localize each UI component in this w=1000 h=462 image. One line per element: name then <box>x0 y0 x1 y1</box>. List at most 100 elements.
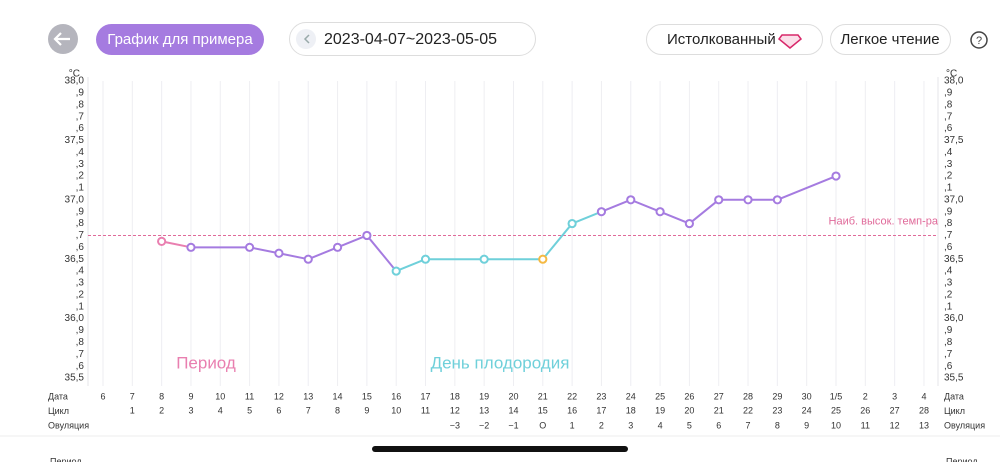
sample-label: График для примера <box>107 31 253 48</box>
cycle-label: 3 <box>188 405 193 415</box>
x-tick-label: 6 <box>100 391 105 401</box>
y-tick-label: ,9 <box>76 325 85 336</box>
row-label: Цикл <box>48 406 69 416</box>
interpreted-label: Истолкованный <box>667 31 776 48</box>
ovulation-label: 4 <box>658 420 663 430</box>
bottom-row-label-right: Период <box>946 456 978 462</box>
ovulation-label: 13 <box>919 420 929 430</box>
y-tick-label: ,4 <box>76 147 85 158</box>
ovulation-label: −2 <box>479 420 489 430</box>
x-tick-label: 27 <box>714 391 724 401</box>
data-point <box>479 254 489 264</box>
line-segment <box>337 234 368 249</box>
data-point <box>596 207 607 217</box>
date-icon-arrow <box>303 34 310 44</box>
y-tick-label: ,9 <box>76 206 85 217</box>
y-tick-label: ,7 <box>76 111 85 122</box>
y-tick-label: ,9 <box>76 88 85 99</box>
cycle-label: 27 <box>890 405 900 415</box>
y-tick-label-right: ,7 <box>944 111 953 122</box>
y-tick-label-right: 35,5 <box>944 373 964 384</box>
y-tick-label-right: ,6 <box>944 242 953 253</box>
y-tick-label: ,1 <box>76 301 85 312</box>
data-point <box>245 242 255 252</box>
cycle-label: 12 <box>450 405 460 415</box>
x-tick-label: 30 <box>802 391 812 401</box>
annotation: День плодородия <box>431 353 570 372</box>
row-label-right: Цикл <box>944 406 965 416</box>
data-point <box>714 195 724 205</box>
ovulation-label: O <box>539 420 546 430</box>
y-tick-label-right: 36,0 <box>944 313 964 324</box>
y-tick-label-right: ,3 <box>944 278 953 289</box>
cycle-label: 20 <box>684 405 694 415</box>
cycle-label: 25 <box>831 405 841 415</box>
line-segment <box>366 234 397 272</box>
cycle-label: 21 <box>714 405 724 415</box>
ovulation-label: 8 <box>775 420 780 430</box>
x-tick-label: 23 <box>596 391 606 401</box>
y-tick-label: ,6 <box>76 123 85 134</box>
y-tick-label: ,4 <box>76 266 85 277</box>
y-tick-label: ,2 <box>76 171 85 182</box>
x-tick-label: 15 <box>362 391 372 401</box>
cycle-label: 28 <box>919 405 929 415</box>
data-point <box>332 242 343 252</box>
back-icon <box>53 32 70 46</box>
cycle-label: 17 <box>596 405 606 415</box>
x-tick-label: 11 <box>245 391 254 401</box>
data-point <box>420 254 431 264</box>
row-label-right: Овуляция <box>944 420 985 430</box>
ovulation-label: 1 <box>570 420 575 430</box>
help-icon[interactable] <box>970 31 988 49</box>
y-tick-label: ,6 <box>76 361 85 372</box>
x-tick-label: 4 <box>921 391 926 401</box>
sample-button[interactable] <box>96 24 264 55</box>
cycle-label: 1 <box>130 405 135 415</box>
line-segment <box>307 246 338 261</box>
data-point <box>567 218 577 229</box>
easy-read-pill[interactable] <box>830 24 951 55</box>
y-tick-label-right: ,6 <box>944 123 953 134</box>
ovulation-label: 12 <box>890 420 900 430</box>
interpreted-pill[interactable] <box>646 24 823 55</box>
data-point <box>831 171 841 181</box>
annotation: Период <box>176 353 236 372</box>
y-tick-label-right: ,8 <box>944 218 953 229</box>
x-tick-label: 21 <box>538 391 548 401</box>
date-pill[interactable] <box>289 22 536 56</box>
row-label-right: Дата <box>944 391 964 401</box>
y-tick-label-right: ,1 <box>944 183 953 194</box>
line-segment <box>395 258 426 273</box>
y-tick-label: 36,5 <box>65 254 85 265</box>
ovulation-label: 11 <box>861 420 870 430</box>
cycle-label: 16 <box>567 405 577 415</box>
cycle-label: 19 <box>655 405 665 415</box>
y-tick-label-right: ,8 <box>944 99 953 110</box>
cycle-label: 18 <box>626 405 636 415</box>
ovulation-label: −3 <box>450 420 460 430</box>
cycle-label: 7 <box>306 405 311 415</box>
diamond-icon <box>777 34 803 49</box>
ovulation-label: 3 <box>628 420 633 430</box>
chart: °C °C38,0 38,0,9,9,8,8,7,7,6,637,5 37,5,4,4… <box>0 69 1000 462</box>
data-point <box>684 218 695 229</box>
x-tick-label: 13 <box>303 391 313 401</box>
data-point <box>626 195 636 205</box>
x-tick-label: 22 <box>567 391 577 401</box>
cycle-label: 2 <box>159 405 164 415</box>
x-tick-label: 7 <box>130 391 135 401</box>
row-label: Овуляция <box>48 420 89 430</box>
line-segment <box>542 222 573 260</box>
unit-label: °C <box>69 69 80 80</box>
data-point <box>538 254 548 264</box>
cycle-label: 23 <box>772 405 782 415</box>
y-tick-label: ,6 <box>76 242 85 253</box>
data-point <box>186 242 196 252</box>
date-range: 2023-04-07~2023-05-05 <box>324 31 497 48</box>
y-tick-label-right: ,2 <box>944 289 953 300</box>
x-tick-label: 28 <box>743 391 753 401</box>
x-tick-label: 14 <box>333 391 343 401</box>
y-tick-label: ,7 <box>76 349 85 360</box>
unit-label: °C <box>946 69 957 80</box>
